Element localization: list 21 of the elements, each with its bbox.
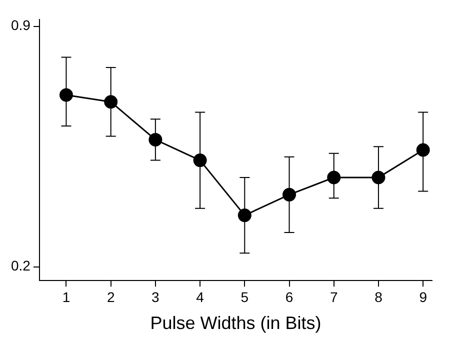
- point: [327, 170, 341, 184]
- x-tick-label: 1: [62, 288, 70, 305]
- point: [148, 132, 162, 146]
- point: [104, 95, 118, 109]
- x-tick-label: 8: [374, 288, 383, 305]
- y-tick-label: 0.9: [10, 17, 31, 34]
- y-tick-label: 0.2: [10, 258, 31, 274]
- point: [59, 88, 73, 102]
- point: [282, 188, 296, 202]
- point: [416, 143, 430, 157]
- x-axis-title: Pulse Widths (in Bits): [150, 313, 322, 334]
- x-tick-label: 7: [330, 288, 338, 305]
- point: [238, 208, 252, 222]
- x-tick-label: 9: [419, 288, 428, 305]
- point: [193, 154, 207, 168]
- point: [372, 170, 386, 184]
- x-tick-label: 5: [240, 288, 249, 305]
- x-tick-label: 2: [106, 288, 115, 305]
- x-tick-label: 3: [152, 288, 160, 305]
- x-tick-label: 4: [196, 288, 204, 305]
- x-tick-label: 6: [285, 288, 294, 305]
